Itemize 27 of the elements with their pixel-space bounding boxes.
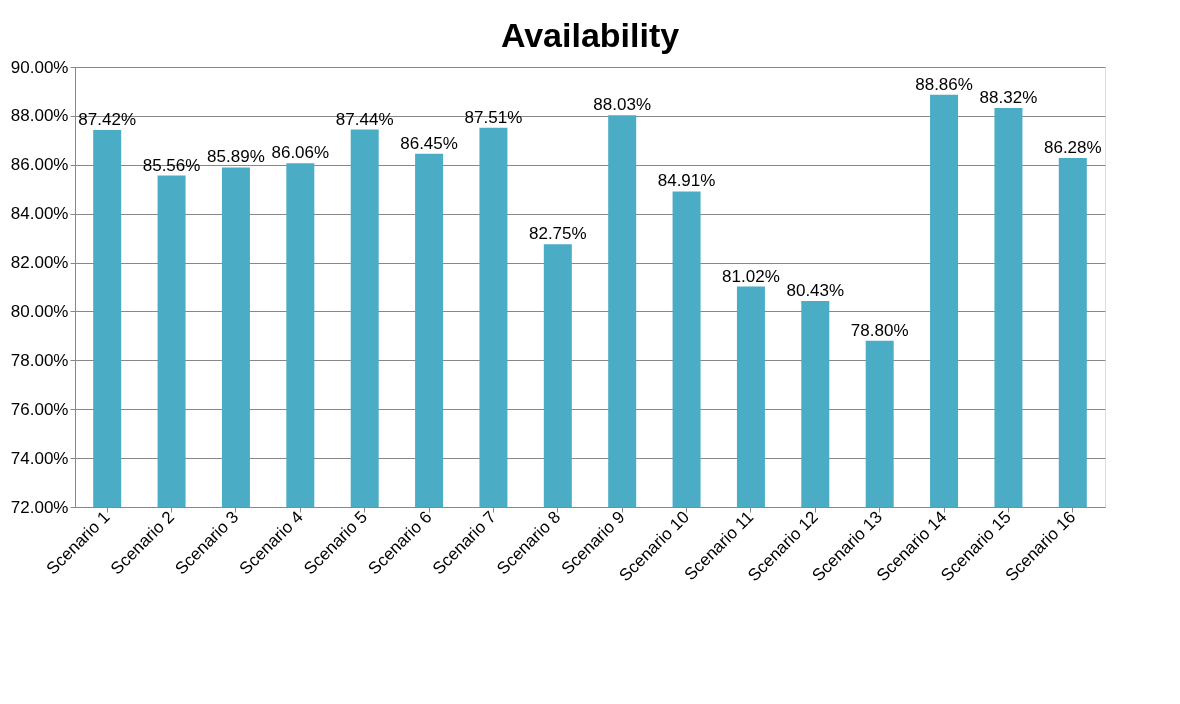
data-label: 80.43% xyxy=(786,280,845,300)
data-label: 85.89% xyxy=(207,147,265,167)
y-tick-label: 90.00% xyxy=(10,57,69,77)
data-label: 81.02% xyxy=(722,266,780,286)
data-label: 88.32% xyxy=(979,88,1038,108)
data-label: 85.56% xyxy=(142,155,201,175)
y-tick-label: 72.00% xyxy=(10,497,69,517)
data-label: 87.51% xyxy=(464,107,523,127)
data-label: 86.06% xyxy=(271,143,330,163)
data-label: 87.42% xyxy=(78,110,137,130)
data-label: 82.75% xyxy=(528,224,587,244)
data-label: 86.28% xyxy=(1043,137,1102,157)
data-label: 78.80% xyxy=(850,320,909,340)
y-tick-label: 78.00% xyxy=(10,350,69,370)
y-tick-label: 84.00% xyxy=(10,204,69,224)
data-label: 87.44% xyxy=(335,109,394,129)
y-tick-label: 74.00% xyxy=(10,448,69,468)
data-label: 84.91% xyxy=(657,171,716,191)
y-tick-label: 88.00% xyxy=(10,106,69,126)
y-tick-label: 76.00% xyxy=(10,399,69,419)
y-tick-label: 86.00% xyxy=(10,155,69,175)
data-label: 88.03% xyxy=(593,95,652,115)
chart-title: Availability xyxy=(500,16,680,54)
data-label: 86.45% xyxy=(400,133,458,153)
y-tick-label: 80.00% xyxy=(10,301,69,321)
data-label: 88.86% xyxy=(915,74,973,94)
y-tick-label: 82.00% xyxy=(10,253,69,273)
